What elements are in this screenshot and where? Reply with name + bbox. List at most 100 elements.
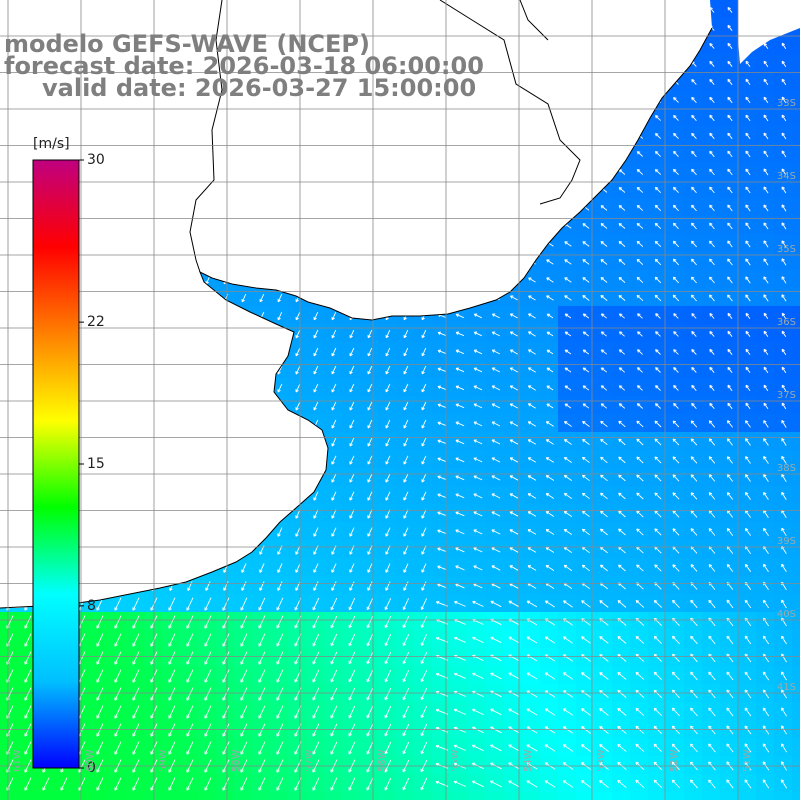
- wind-arrow: [544, 726, 556, 734]
- wind-arrow: [313, 329, 319, 339]
- speed-cell: [288, 342, 307, 361]
- wind-arrow: [581, 528, 590, 536]
- speed-cell: [306, 360, 325, 379]
- speed-cell: [396, 468, 415, 487]
- wind-arrow: [437, 493, 447, 499]
- wind-arrow: [527, 547, 537, 553]
- wind-arrow: [763, 150, 769, 158]
- wind-arrow: [763, 204, 769, 212]
- latitude-label: 38S: [776, 463, 796, 474]
- wind-arrow: [564, 277, 572, 283]
- wind-arrow: [618, 474, 626, 482]
- speed-cell: [126, 756, 145, 775]
- speed-cell: [378, 378, 397, 397]
- wind-arrow: [276, 723, 284, 737]
- wind-arrow: [24, 777, 32, 791]
- wind-arrow: [654, 294, 662, 302]
- speed-cell: [216, 612, 235, 631]
- wind-arrow: [114, 777, 122, 791]
- wind-arrow: [709, 312, 715, 319]
- wind-arrow: [402, 670, 410, 683]
- wind-arrow: [618, 456, 626, 464]
- wind-arrow: [258, 597, 266, 611]
- wind-arrow: [654, 204, 662, 212]
- speed-cell: [414, 396, 433, 415]
- wind-arrow: [708, 689, 716, 699]
- speed-cell: [198, 576, 217, 595]
- wind-arrow: [653, 743, 663, 753]
- wind-arrow: [690, 707, 698, 717]
- wind-arrow: [385, 383, 391, 393]
- speed-cell: [360, 360, 379, 379]
- speed-cell: [414, 702, 433, 721]
- wind-arrow: [132, 669, 140, 683]
- speed-cell: [216, 594, 235, 613]
- speed-cell: [306, 630, 325, 649]
- wind-arrow: [312, 741, 320, 755]
- wind-arrow: [295, 311, 301, 321]
- wind-arrow: [708, 564, 716, 572]
- wind-arrow: [709, 330, 715, 337]
- wind-arrow: [437, 439, 447, 445]
- wind-arrow: [691, 348, 697, 355]
- speed-cell: [234, 666, 253, 685]
- wind-arrow: [564, 313, 572, 319]
- speed-cell: [90, 666, 109, 685]
- wind-arrow: [348, 705, 356, 719]
- wind-arrow: [384, 741, 392, 755]
- wind-arrow: [313, 563, 319, 573]
- speed-cell: [144, 612, 163, 631]
- wind-arrow: [421, 527, 427, 537]
- speed-cell: [450, 792, 469, 800]
- speed-cell: [216, 630, 235, 649]
- wind-arrow: [366, 651, 374, 665]
- wind-arrow: [564, 385, 572, 391]
- wind-arrow: [745, 438, 751, 446]
- speed-cell: [324, 504, 343, 523]
- speed-cell: [792, 612, 800, 631]
- wind-arrow: [726, 420, 733, 428]
- wind-arrow: [599, 725, 609, 734]
- wind-arrow: [654, 492, 662, 500]
- speed-cell: [342, 360, 361, 379]
- wind-arrow: [96, 777, 104, 791]
- wind-arrow: [331, 437, 337, 447]
- speed-cell: [36, 756, 55, 775]
- wind-arrow: [781, 527, 787, 537]
- wind-arrow: [636, 474, 644, 482]
- wind-arrow: [654, 132, 661, 139]
- wind-arrow: [635, 599, 645, 608]
- wind-arrow: [205, 581, 211, 591]
- wind-arrow: [654, 186, 662, 194]
- speed-cell: [342, 792, 361, 800]
- wind-arrow: [709, 132, 715, 140]
- wind-arrow: [709, 384, 715, 391]
- wind-arrow: [726, 438, 733, 446]
- wind-arrow: [600, 313, 607, 319]
- wind-arrow: [727, 6, 733, 13]
- wind-arrow: [349, 365, 355, 375]
- wind-arrow: [114, 615, 122, 629]
- wind-arrow: [763, 240, 769, 248]
- wind-arrow: [402, 705, 410, 719]
- wind-arrow: [437, 547, 447, 553]
- wind-arrow: [780, 779, 788, 789]
- wind-arrow: [508, 672, 520, 680]
- wind-arrow: [473, 529, 483, 535]
- wind-arrow: [654, 258, 662, 266]
- speed-cell: [198, 792, 217, 800]
- speed-cell: [234, 558, 253, 577]
- wind-arrow: [691, 150, 697, 158]
- speed-cell: [324, 378, 343, 397]
- wind-arrow: [636, 385, 643, 391]
- wind-arrow: [708, 671, 716, 681]
- wind-arrow: [330, 597, 338, 611]
- wind-arrow: [403, 347, 409, 357]
- speed-cell: [396, 360, 415, 379]
- wind-arrow: [744, 707, 752, 717]
- wind-arrow: [635, 725, 645, 735]
- speed-cell: [198, 612, 217, 631]
- speed-cell: [126, 666, 145, 685]
- wind-arrow: [366, 633, 374, 647]
- speed-cell: [54, 648, 73, 667]
